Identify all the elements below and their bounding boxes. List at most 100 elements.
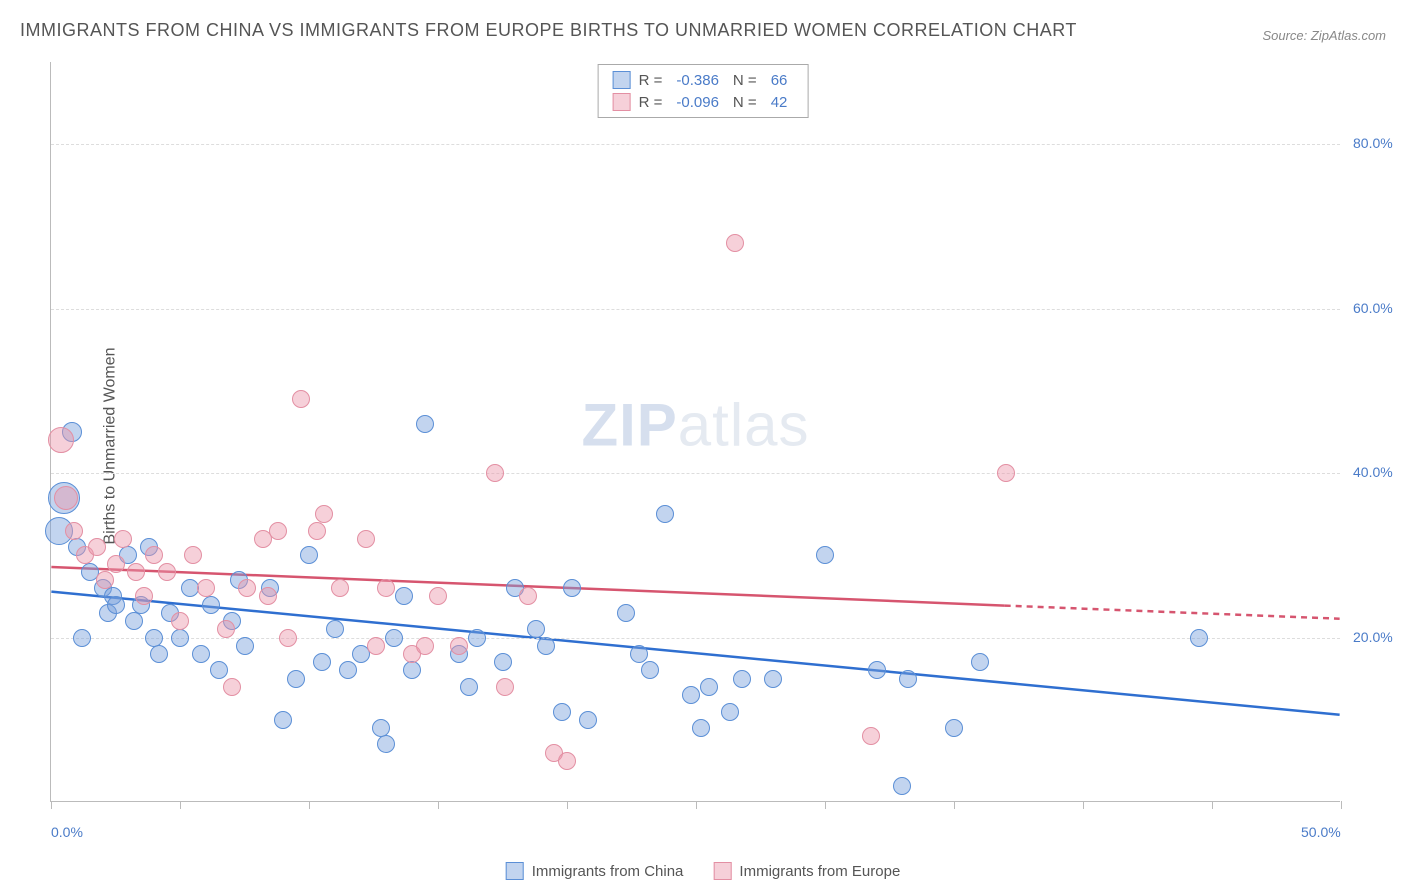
scatter-marker-a [339,661,357,679]
scatter-marker-a [527,620,545,638]
x-tick [567,801,568,809]
scatter-marker-a [563,579,581,597]
n-value-a: 66 [771,72,788,89]
scatter-marker-b [519,587,537,605]
r-value-a: -0.386 [676,72,719,89]
y-tick-label: 20.0% [1353,629,1393,645]
scatter-marker-a [899,670,917,688]
scatter-marker-a [107,596,125,614]
scatter-marker-b [65,522,83,540]
chart-title: IMMIGRANTS FROM CHINA VS IMMIGRANTS FROM… [20,20,1077,41]
scatter-marker-b [279,629,297,647]
series-legend: Immigrants from China Immigrants from Eu… [506,862,901,880]
swatch-b-icon [613,93,631,111]
scatter-marker-b [331,579,349,597]
scatter-marker-b [496,678,514,696]
x-tick [51,801,52,809]
scatter-marker-b [54,486,78,510]
correlation-row-b: R = -0.096 N = 42 [613,91,794,113]
scatter-marker-b [416,637,434,655]
scatter-marker-a [617,604,635,622]
scatter-marker-b [292,390,310,408]
x-tick [438,801,439,809]
scatter-marker-b [238,579,256,597]
x-tick [696,801,697,809]
scatter-marker-a [287,670,305,688]
scatter-marker-a [537,637,555,655]
scatter-marker-b [429,587,447,605]
scatter-marker-b [217,620,235,638]
legend-label-a: Immigrants from China [532,863,684,880]
correlation-legend: R = -0.386 N = 66 R = -0.096 N = 42 [598,64,809,118]
scatter-marker-b [259,587,277,605]
scatter-marker-b [269,522,287,540]
scatter-marker-a [372,719,390,737]
scatter-marker-b [997,464,1015,482]
scatter-marker-b [107,555,125,573]
scatter-marker-b [726,234,744,252]
scatter-marker-b [127,563,145,581]
scatter-marker-b [48,427,74,453]
scatter-marker-a [416,415,434,433]
scatter-marker-b [367,637,385,655]
scatter-marker-a [377,735,395,753]
n-label-a: N = [733,72,757,89]
y-tick-label: 80.0% [1353,135,1393,151]
swatch-b-icon [713,862,731,880]
scatter-marker-a [630,645,648,663]
scatter-marker-b [450,637,468,655]
scatter-marker-a [553,703,571,721]
scatter-marker-a [150,645,168,663]
x-tick [180,801,181,809]
scatter-marker-a [192,645,210,663]
scatter-marker-b [88,538,106,556]
scatter-marker-a [971,653,989,671]
scatter-marker-a [403,661,421,679]
source-attribution: Source: ZipAtlas.com [1262,28,1386,43]
scatter-marker-a [641,661,659,679]
scatter-marker-a [326,620,344,638]
scatter-marker-a [816,546,834,564]
x-tick-label: 0.0% [51,824,83,840]
scatter-marker-a [202,596,220,614]
scatter-marker-b [96,571,114,589]
scatter-marker-b [558,752,576,770]
gridline-h [51,144,1340,145]
scatter-marker-a [395,587,413,605]
r-label-b: R = [639,94,663,111]
scatter-marker-b [308,522,326,540]
scatter-marker-a [700,678,718,696]
scatter-marker-a [656,505,674,523]
x-tick-label: 50.0% [1301,824,1341,840]
plot-area: ZIPatlas 20.0%40.0%60.0%80.0%0.0%50.0% [50,62,1340,802]
x-tick [1083,801,1084,809]
scatter-marker-a [692,719,710,737]
y-tick-label: 60.0% [1353,300,1393,316]
scatter-marker-b [862,727,880,745]
scatter-marker-a [945,719,963,737]
gridline-h [51,473,1340,474]
scatter-marker-a [733,670,751,688]
scatter-marker-a [236,637,254,655]
x-tick [954,801,955,809]
y-tick-label: 40.0% [1353,464,1393,480]
scatter-marker-b [486,464,504,482]
scatter-marker-b [135,587,153,605]
r-label-a: R = [639,72,663,89]
scatter-marker-b [377,579,395,597]
scatter-marker-a [682,686,700,704]
gridline-h [51,309,1340,310]
x-tick [1212,801,1213,809]
scatter-marker-a [300,546,318,564]
x-tick [309,801,310,809]
scatter-marker-a [313,653,331,671]
x-tick [825,801,826,809]
legend-item-a: Immigrants from China [506,862,684,880]
swatch-a-icon [506,862,524,880]
scatter-marker-b [171,612,189,630]
swatch-a-icon [613,71,631,89]
scatter-marker-a [210,661,228,679]
legend-label-b: Immigrants from Europe [739,863,900,880]
scatter-marker-b [223,678,241,696]
scatter-marker-a [893,777,911,795]
